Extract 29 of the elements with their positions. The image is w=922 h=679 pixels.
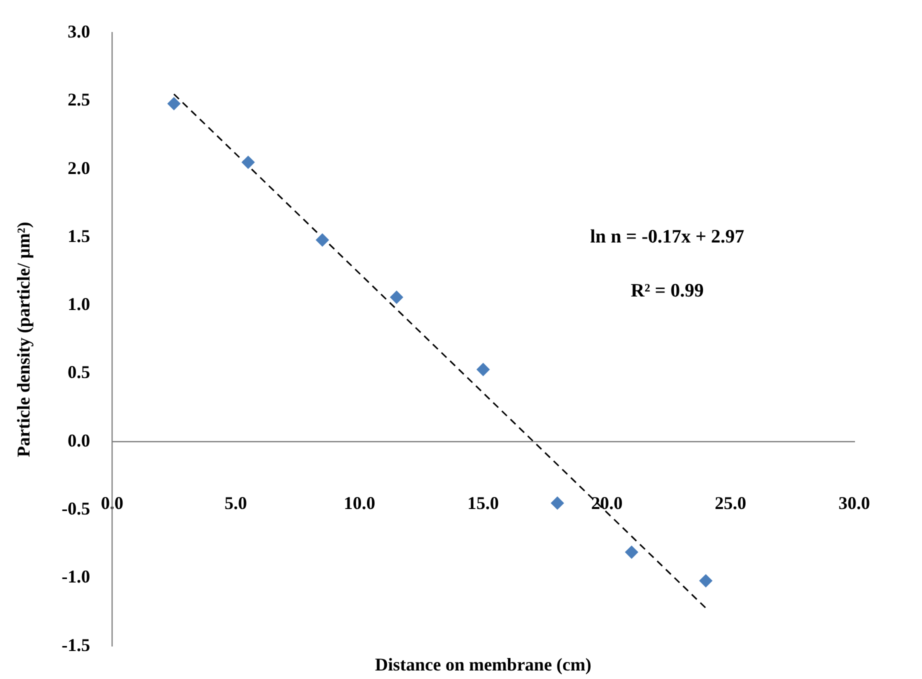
x-axis-title: Distance on membrane (cm) [374, 654, 592, 675]
x-tick-label: 0.0 [100, 493, 124, 514]
x-tick-label: 5.0 [224, 493, 248, 514]
point [242, 156, 255, 169]
point [476, 362, 490, 376]
y-tick-label: 0.0 [68, 430, 90, 450]
point [167, 97, 180, 110]
x-tick-label: 20.0 [591, 493, 623, 514]
y-tick-label: -1.0 [62, 566, 90, 587]
y-tick-label: 1.5 [68, 226, 90, 246]
point [699, 574, 712, 588]
y-tick-label: -1.5 [62, 634, 90, 655]
annotation: ln n = -0.17x + 2.97 [590, 226, 745, 248]
y-tick-label: -0.5 [62, 498, 90, 519]
y-tick-label: 2.0 [68, 158, 90, 178]
x-tick-label: 10.0 [344, 493, 376, 514]
annotation: R² = 0.99 [630, 280, 704, 302]
point [316, 233, 329, 246]
y-axis-title: Particle density (particle/ µm²) [13, 222, 34, 458]
y-tick-label: 1.0 [68, 294, 90, 314]
point [625, 546, 638, 559]
y-tick-label: 2.5 [68, 90, 90, 110]
point [390, 290, 404, 304]
x-tick-label: 15.0 [467, 493, 499, 514]
x-tick-label: 30.0 [838, 493, 870, 514]
y-tick-label: 3.0 [68, 21, 90, 42]
y-tick-label: 0.5 [68, 362, 90, 382]
point [550, 496, 564, 510]
x-tick-label: 25.0 [714, 493, 746, 514]
